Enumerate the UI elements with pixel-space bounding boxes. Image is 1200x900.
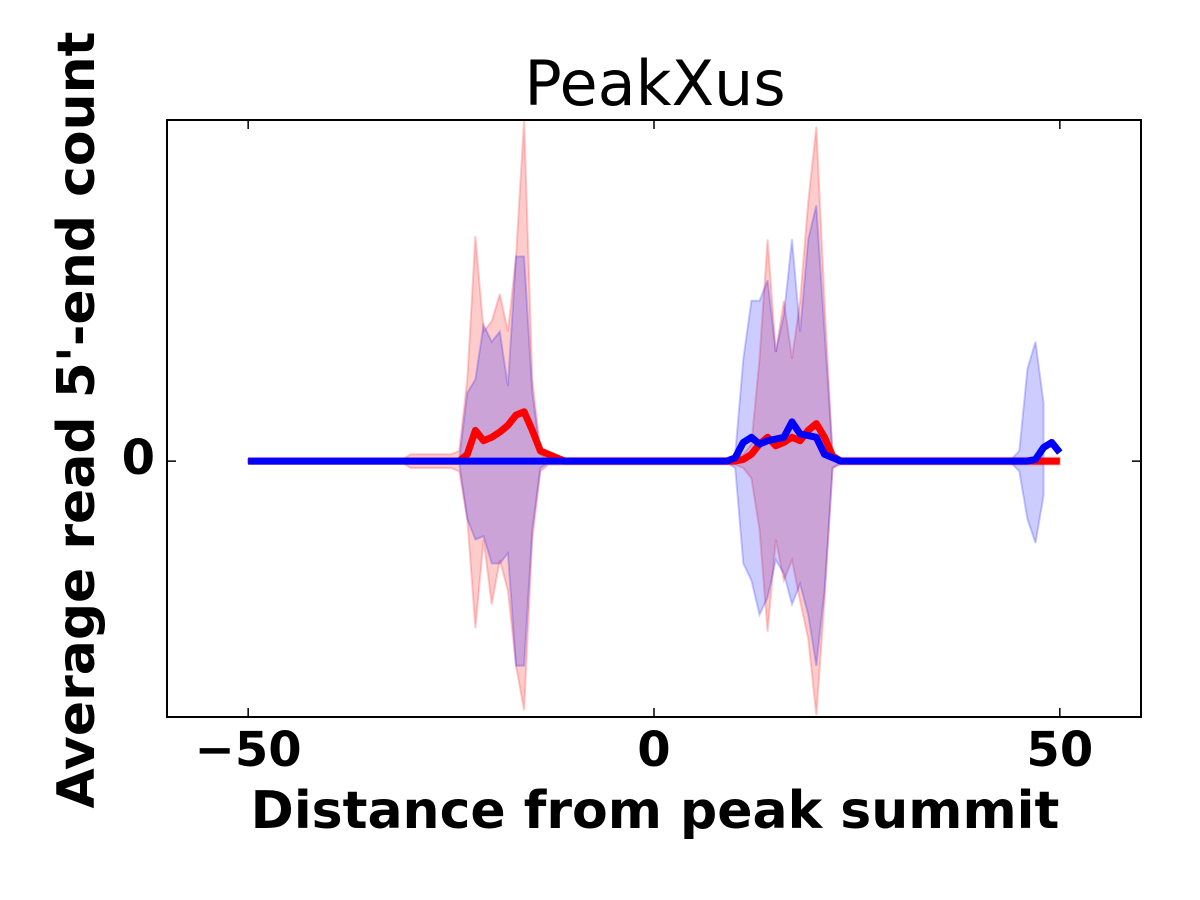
chart-title: PeakXus [524, 47, 785, 120]
y-tick-label: 0 [122, 430, 155, 486]
x-tick-label: 0 [637, 722, 670, 778]
x-axis-label: Distance from peak summit [251, 781, 1060, 841]
x-tick-label: 50 [1026, 722, 1093, 778]
x-tick-label: −50 [195, 722, 302, 778]
error-band [247, 205, 1045, 667]
mean-line [248, 418, 1063, 465]
y-axis-label: Average read 5'-end count [47, 32, 107, 809]
